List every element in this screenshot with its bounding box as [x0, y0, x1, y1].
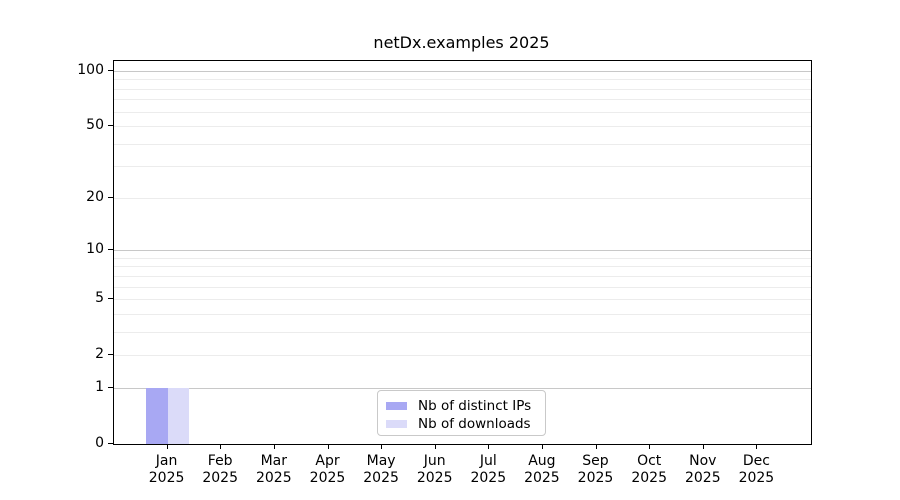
y-tick-mark — [108, 298, 113, 300]
y-tick-label: 5 — [95, 290, 104, 307]
bar-distinct-ips — [146, 387, 168, 444]
minor-gridline — [114, 257, 811, 259]
bar-downloads — [167, 387, 190, 444]
x-tick-label: Jul 2025 — [470, 453, 507, 486]
x-tick-mark — [541, 444, 543, 449]
minor-gridline — [114, 143, 811, 145]
y-tick-label: 20 — [86, 188, 104, 205]
x-tick-label: Feb 2025 — [202, 453, 238, 486]
x-tick-mark — [702, 444, 704, 449]
minor-gridline — [114, 299, 811, 301]
x-tick-label: Aug 2025 — [524, 453, 560, 486]
minor-gridline — [114, 313, 811, 315]
legend-entry-downloads: Nb of downloads — [386, 415, 537, 432]
legend-label-downloads: Nb of downloads — [418, 415, 531, 432]
legend-label-distinct-ips: Nb of distinct IPs — [418, 397, 532, 414]
plot-area — [113, 60, 812, 445]
y-tick-mark — [108, 69, 113, 71]
minor-gridline — [114, 355, 811, 357]
x-tick-label: Mar 2025 — [255, 453, 292, 486]
x-tick-mark — [488, 444, 490, 449]
x-tick-label: Jan 2025 — [148, 453, 185, 486]
minor-gridline — [114, 166, 811, 168]
minor-gridline — [114, 79, 811, 81]
x-tick-label: Jun 2025 — [416, 453, 453, 486]
y-tick-label: 0 — [95, 435, 104, 451]
y-tick-label: 10 — [86, 241, 104, 258]
y-tick-mark — [108, 196, 113, 198]
x-tick-label: Apr 2025 — [309, 453, 346, 486]
x-tick-mark — [595, 444, 597, 449]
x-tick-label: Sep 2025 — [577, 453, 614, 486]
x-tick-label: Oct 2025 — [631, 453, 667, 486]
x-tick-mark — [273, 444, 275, 449]
x-tick-mark — [756, 444, 758, 449]
x-tick-mark — [434, 444, 436, 449]
minor-gridline — [114, 88, 811, 90]
y-tick-mark — [108, 354, 113, 356]
x-tick-mark — [327, 444, 329, 449]
x-tick-mark — [220, 444, 222, 449]
major-gridline — [114, 387, 811, 389]
x-tick-label: May 2025 — [363, 453, 399, 486]
legend-entry-distinct-ips: Nb of distinct IPs — [386, 397, 537, 414]
x-tick-mark — [649, 444, 651, 449]
legend-swatch-downloads-icon — [386, 419, 407, 428]
y-tick-mark — [108, 125, 113, 126]
x-tick-label: Nov 2025 — [684, 453, 721, 486]
y-tick-label: 2 — [95, 346, 104, 363]
minor-gridline — [114, 286, 811, 288]
y-tick-mark — [108, 443, 113, 444]
x-tick-label: Dec 2025 — [738, 453, 775, 486]
y-tick-mark — [108, 249, 113, 251]
x-tick-mark — [166, 444, 168, 449]
minor-gridline — [114, 331, 811, 333]
legend: Nb of distinct IPs Nb of downloads — [377, 390, 546, 436]
major-gridline — [114, 250, 811, 252]
y-tick-label: 50 — [86, 117, 104, 133]
y-tick-label: 100 — [77, 61, 104, 78]
chart-title: netDx.examples 2025 — [373, 33, 550, 52]
minor-gridline — [114, 126, 811, 127]
minor-gridline — [114, 99, 811, 101]
major-gridline — [114, 70, 811, 72]
minor-gridline — [114, 266, 811, 268]
minor-gridline — [114, 275, 811, 277]
minor-gridline — [114, 197, 811, 199]
minor-gridline — [114, 111, 811, 113]
y-tick-mark — [108, 386, 113, 388]
legend-swatch-distinct-ips-icon — [386, 401, 407, 410]
x-tick-mark — [381, 444, 383, 449]
y-tick-label: 1 — [95, 378, 104, 395]
